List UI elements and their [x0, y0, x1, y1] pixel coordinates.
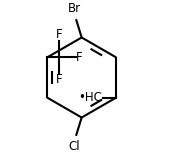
- Text: Cl: Cl: [68, 140, 80, 153]
- Text: •HC: •HC: [78, 91, 102, 104]
- Text: F: F: [56, 29, 62, 42]
- Text: F: F: [56, 73, 62, 86]
- Text: Br: Br: [68, 2, 82, 15]
- Text: F: F: [76, 51, 83, 64]
